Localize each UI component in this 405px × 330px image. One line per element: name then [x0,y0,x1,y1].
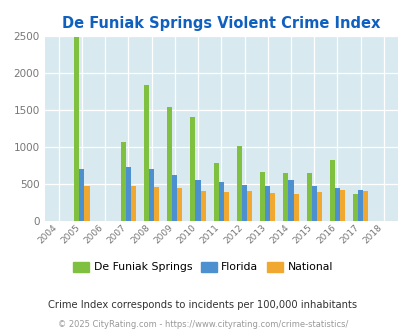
Bar [167,107,172,221]
Bar [236,147,241,221]
Bar [288,181,293,221]
Bar [154,187,159,221]
Bar [247,191,252,221]
Bar [357,190,362,221]
Bar [130,185,136,221]
Bar [74,37,79,221]
Legend: De Funiak Springs, Florida, National: De Funiak Springs, Florida, National [68,257,337,277]
Bar [172,175,177,221]
Bar [362,191,367,221]
Bar [79,169,84,221]
Bar [334,188,339,221]
Bar [316,192,321,221]
Text: Crime Index corresponds to incidents per 100,000 inhabitants: Crime Index corresponds to incidents per… [48,300,357,310]
Title: De Funiak Springs Violent Crime Index: De Funiak Springs Violent Crime Index [62,16,379,31]
Bar [339,190,344,221]
Bar [264,185,270,221]
Bar [283,173,288,221]
Bar [306,173,311,221]
Bar [120,142,126,221]
Bar [190,117,195,221]
Bar [241,185,247,221]
Bar [143,85,149,221]
Bar [84,186,89,221]
Bar [260,172,264,221]
Bar [177,188,182,221]
Bar [218,182,223,221]
Bar [352,194,357,221]
Bar [213,163,218,221]
Bar [270,193,275,221]
Bar [149,169,154,221]
Text: © 2025 CityRating.com - https://www.cityrating.com/crime-statistics/: © 2025 CityRating.com - https://www.city… [58,319,347,329]
Bar [200,191,205,221]
Bar [223,192,228,221]
Bar [195,181,200,221]
Bar [126,167,130,221]
Bar [293,194,298,221]
Bar [311,185,316,221]
Bar [329,160,334,221]
